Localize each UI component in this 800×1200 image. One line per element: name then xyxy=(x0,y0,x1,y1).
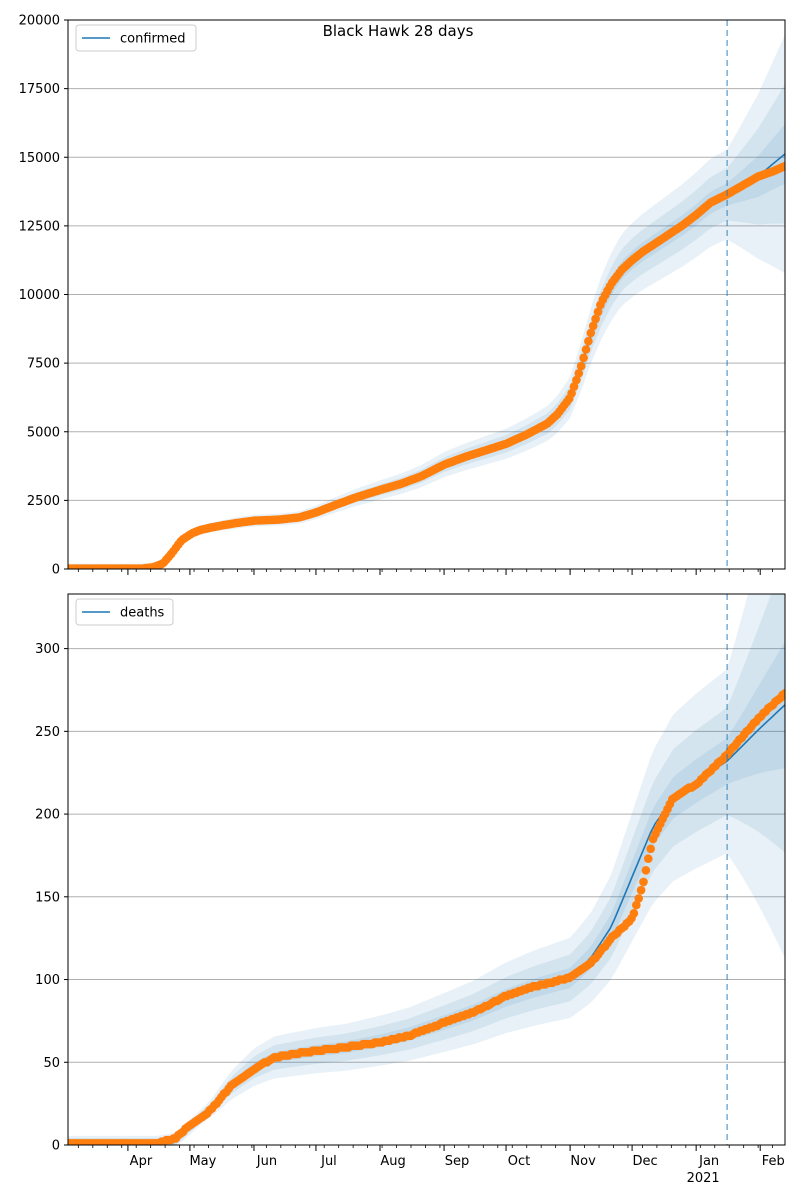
y-tick-label: 150 xyxy=(35,890,60,905)
x-tick-label: May xyxy=(189,1154,216,1169)
observed-point xyxy=(644,854,653,863)
y-tick-label: 17500 xyxy=(19,82,60,97)
observed-point xyxy=(780,689,785,698)
x-tick-label: Feb xyxy=(762,1154,785,1169)
x-tick-label: Aug xyxy=(380,1154,405,1169)
observed-point xyxy=(574,369,584,378)
observed-point xyxy=(591,314,600,324)
observed-point xyxy=(567,389,576,398)
legend: confirmed xyxy=(75,24,197,52)
y-tick-label: 10000 xyxy=(19,288,60,303)
plot-area xyxy=(68,34,785,569)
deaths-panel: 0 50 100 150 200 250 300 Apr May Jun Jul Aug Sep Oct N… xyxy=(35,593,786,1186)
legend-label: confirmed xyxy=(120,32,186,47)
observed-point xyxy=(584,336,593,346)
x-tick-label: Sep xyxy=(445,1154,470,1169)
y-tick-label: 0 xyxy=(52,563,60,578)
observed-point xyxy=(579,353,588,363)
plot-area xyxy=(68,594,785,1145)
x-tick-label: Jul xyxy=(320,1154,337,1169)
y-tick-label: 20000 xyxy=(19,14,60,29)
legend: deaths xyxy=(75,598,174,626)
uncertainty-band xyxy=(68,594,785,1145)
y-tick-label: 50 xyxy=(43,1056,60,1071)
x-tick-label: Oct xyxy=(508,1154,530,1169)
y-tick-label: 7500 xyxy=(27,357,60,372)
observed-point xyxy=(780,161,785,171)
y-tick-label: 200 xyxy=(35,808,60,823)
observed-point xyxy=(634,894,643,903)
uncertainty-band xyxy=(68,594,785,1145)
legend-label: deaths xyxy=(120,606,165,621)
observed-point xyxy=(646,844,655,854)
observed-point xyxy=(576,361,586,371)
y-tick-label: 12500 xyxy=(19,219,60,234)
observed-point xyxy=(593,307,603,317)
legend-box xyxy=(75,24,197,52)
confirmed-panel: 0 2500 5000 7500 10000 12500 15000 17500 20000 co… xyxy=(19,14,786,578)
observed-point xyxy=(641,866,651,875)
y-tick-label: 0 xyxy=(52,1139,60,1154)
y-tick-label: 2500 xyxy=(27,494,60,509)
chart-title: Black Hawk 28 days xyxy=(323,22,474,40)
observed-point xyxy=(569,382,579,391)
x-tick-label: Jan xyxy=(698,1154,719,1169)
x-tick-label: Nov xyxy=(570,1154,596,1169)
x-tick-label: Dec xyxy=(633,1154,658,1169)
observed-point xyxy=(629,909,639,918)
y-tick-label: 5000 xyxy=(27,425,60,440)
x-tick-label: Apr xyxy=(130,1154,153,1169)
x-tick-label: Jun xyxy=(256,1154,277,1169)
observed-point xyxy=(639,877,648,887)
observed-point xyxy=(586,328,596,338)
observed-point xyxy=(588,321,598,331)
axes-frame xyxy=(67,593,786,1146)
y-tick-label: 300 xyxy=(35,642,60,657)
x-year-label: 2021 xyxy=(687,1171,720,1186)
y-tick-label: 100 xyxy=(35,973,60,988)
legend-box xyxy=(75,598,174,626)
y-tick-label: 250 xyxy=(35,725,60,740)
observed-point xyxy=(581,345,591,354)
y-tick-label: 15000 xyxy=(19,151,60,166)
observed-point xyxy=(632,900,641,910)
axes-frame xyxy=(67,19,786,570)
observed-point xyxy=(572,375,581,385)
observed-point xyxy=(636,885,646,895)
